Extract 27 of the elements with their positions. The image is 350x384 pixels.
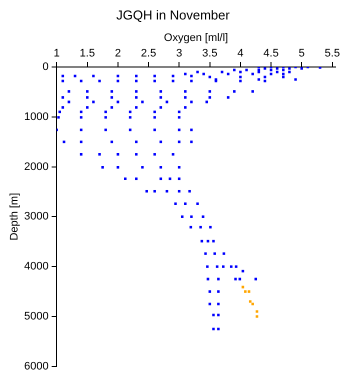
x-tick-label: 4.5 xyxy=(263,47,279,60)
x-tick-label: 4 xyxy=(237,47,244,60)
y-tick-label: 1000 xyxy=(24,110,49,123)
y-axis-title: Depth [m] xyxy=(8,192,21,241)
point xyxy=(251,302,254,306)
y-tick-label: 4000 xyxy=(24,260,49,273)
point xyxy=(256,310,258,313)
y-tick-label: 0 xyxy=(42,61,49,74)
chart-title: JGQH in November xyxy=(116,7,230,22)
point xyxy=(248,290,250,293)
point xyxy=(256,315,258,318)
y-tick-label: 5000 xyxy=(24,310,49,323)
x-tick-label: 2 xyxy=(114,47,121,60)
y-tick-label: 3000 xyxy=(24,210,49,223)
point xyxy=(242,286,244,288)
x-tick-label: 2.5 xyxy=(140,47,156,60)
x-tick-label: 5.5 xyxy=(324,47,340,60)
point xyxy=(248,300,252,303)
x-axis-title: Oxygen [ml/l] xyxy=(164,32,228,44)
x-tick-label: 1 xyxy=(54,47,60,60)
y-tick-label: 2000 xyxy=(24,160,49,173)
point xyxy=(244,290,247,293)
x-tick-label: 3.5 xyxy=(202,47,218,60)
x-tick-label: 5 xyxy=(298,47,305,60)
y-tick-label: 6000 xyxy=(24,360,49,372)
x-tick-label: 3 xyxy=(176,47,182,60)
x-tick-label: 1.5 xyxy=(80,47,95,60)
